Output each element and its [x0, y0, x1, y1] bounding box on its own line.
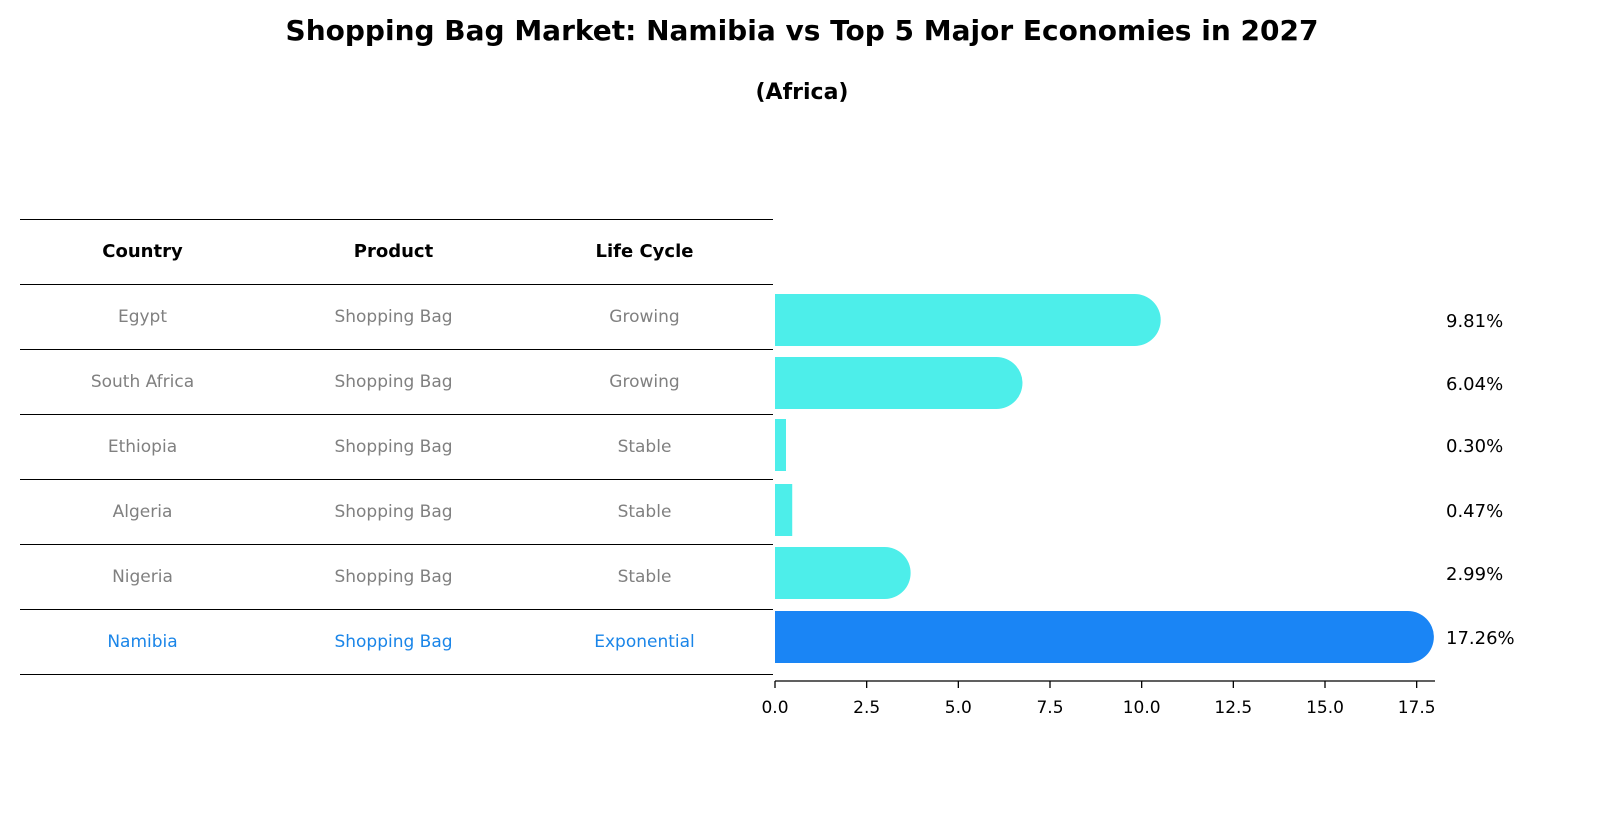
- x-tick-label: 17.5: [1398, 698, 1436, 718]
- table-divider: [20, 284, 773, 285]
- bar-egypt: [775, 294, 1161, 346]
- table-cell: Shopping Bag: [334, 501, 453, 522]
- bar-nigeria: [775, 547, 911, 599]
- table-divider: [20, 479, 773, 480]
- table-divider: [20, 544, 773, 545]
- table-cell: Ethiopia: [107, 436, 178, 457]
- table-cell: Shopping Bag: [334, 436, 453, 457]
- table-cell: Shopping Bag: [334, 371, 453, 392]
- x-tick-label: 0.0: [761, 698, 788, 718]
- table-cell: Growing: [609, 306, 680, 327]
- table-cell: Algeria: [112, 501, 173, 522]
- chart-subtitle: (Africa): [755, 80, 849, 105]
- table-divider: [20, 414, 773, 415]
- table-divider: [20, 609, 773, 610]
- value-label: 6.04%: [1446, 374, 1503, 395]
- table-cell: Stable: [617, 436, 672, 457]
- value-label: 0.47%: [1446, 501, 1503, 522]
- table-cell: Shopping Bag: [334, 306, 453, 327]
- x-tick-label: 15.0: [1306, 698, 1344, 718]
- table-divider: [20, 674, 773, 675]
- bar-ethiopia: [775, 419, 786, 471]
- table-cell: Growing: [609, 371, 680, 392]
- table-cell: Shopping Bag: [334, 631, 453, 652]
- table-cell: Egypt: [117, 306, 168, 327]
- bar-namibia: [775, 611, 1434, 663]
- table-header: Product: [353, 240, 434, 262]
- chart-title: Shopping Bag Market: Namibia vs Top 5 Ma…: [285, 14, 1319, 47]
- table-header: Country: [102, 240, 183, 262]
- table-cell: Shopping Bag: [334, 566, 453, 587]
- value-label: 0.30%: [1446, 436, 1503, 457]
- x-tick-label: 12.5: [1214, 698, 1252, 718]
- table-divider: [20, 219, 773, 220]
- value-label: 2.99%: [1446, 564, 1503, 585]
- x-tick-label: 2.5: [853, 698, 880, 718]
- bar-south-africa: [775, 357, 1023, 409]
- table-cell: Exponential: [594, 631, 695, 652]
- x-tick-label: 5.0: [945, 698, 972, 718]
- table-cell: Namibia: [107, 631, 178, 652]
- table-cell: Stable: [617, 566, 672, 587]
- x-tick-label: 7.5: [1036, 698, 1063, 718]
- bar-algeria: [775, 484, 793, 536]
- value-label: 17.26%: [1446, 628, 1515, 649]
- table-cell: Stable: [617, 501, 672, 522]
- table-header: Life Cycle: [595, 240, 694, 262]
- value-label: 9.81%: [1446, 311, 1503, 332]
- table-divider: [20, 349, 773, 350]
- x-tick-label: 10.0: [1123, 698, 1161, 718]
- table-cell: South Africa: [90, 371, 195, 392]
- table-cell: Nigeria: [112, 566, 173, 587]
